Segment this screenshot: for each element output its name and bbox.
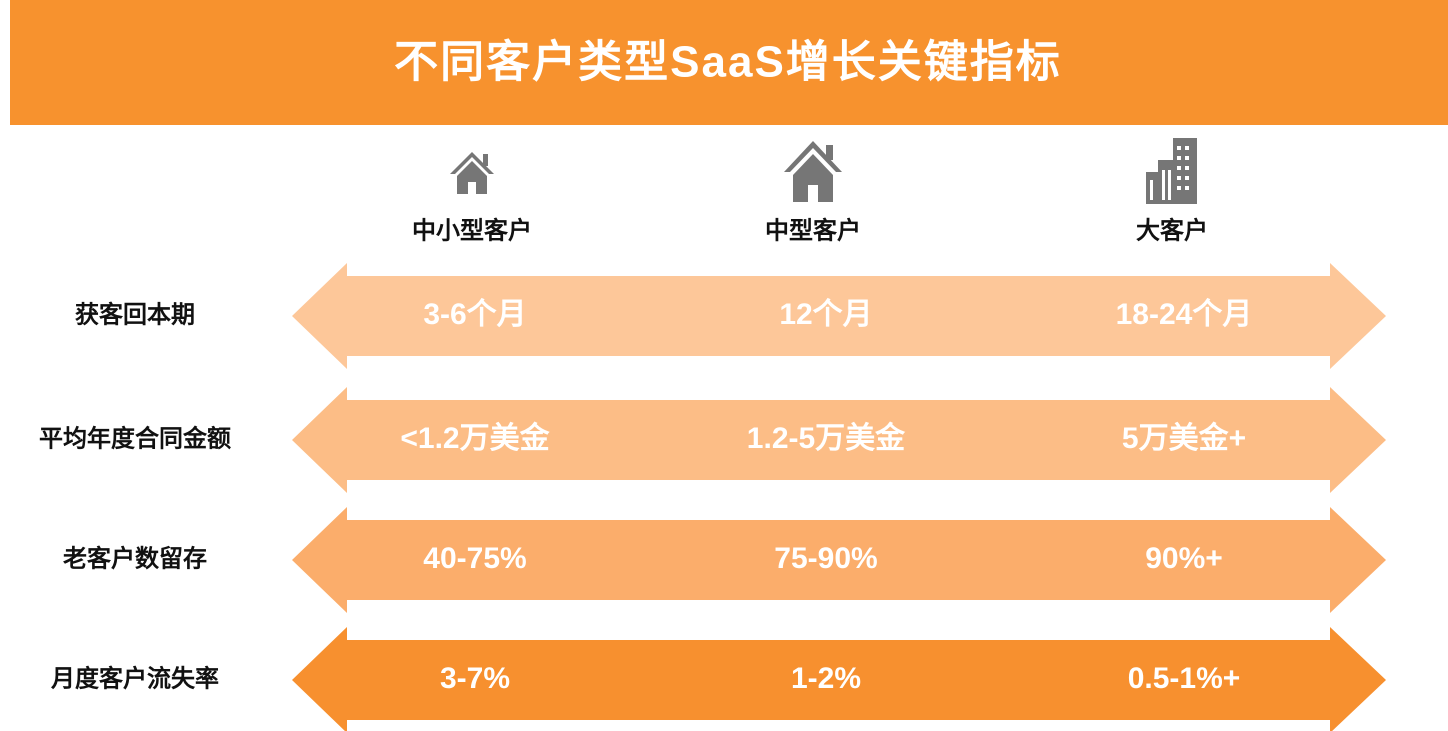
column-label: 中型客户: [765, 216, 861, 244]
medium-house-icon: [784, 141, 842, 202]
row-label: 月度客户流失率: [50, 664, 219, 692]
row-arrow: [292, 627, 1386, 731]
cell-value: 1-2%: [791, 662, 861, 695]
cell-value: 40-75%: [423, 542, 526, 575]
column-label: 大客户: [1136, 216, 1208, 244]
row-arrow: [292, 263, 1386, 369]
small-house-icon: [450, 152, 494, 194]
cell-value: 18-24个月: [1116, 298, 1253, 331]
cell-value: 0.5-1%+: [1128, 662, 1241, 695]
building-icon: [1146, 138, 1197, 204]
cell-value: 3-7%: [440, 662, 510, 695]
column-label: 中小型客户: [412, 216, 532, 244]
cell-value: 12个月: [779, 298, 872, 331]
row-arrow: [292, 387, 1386, 493]
title: 不同客户类型SaaS增长关键指标: [394, 38, 1062, 87]
row-label: 获客回本期: [75, 300, 195, 328]
row-arrow: [292, 507, 1386, 613]
row-label: 老客户数留存: [63, 544, 207, 572]
row-label: 平均年度合同金额: [39, 424, 231, 452]
cell-value: 5万美金+: [1122, 421, 1246, 455]
cell-value: 90%+: [1145, 542, 1223, 575]
cell-value: 3-6个月: [423, 298, 526, 331]
header-bar: [10, 0, 1448, 125]
cell-value: 75-90%: [774, 542, 877, 575]
cell-value: <1.2万美金: [400, 421, 550, 455]
cell-value: 1.2-5万美金: [747, 421, 906, 455]
